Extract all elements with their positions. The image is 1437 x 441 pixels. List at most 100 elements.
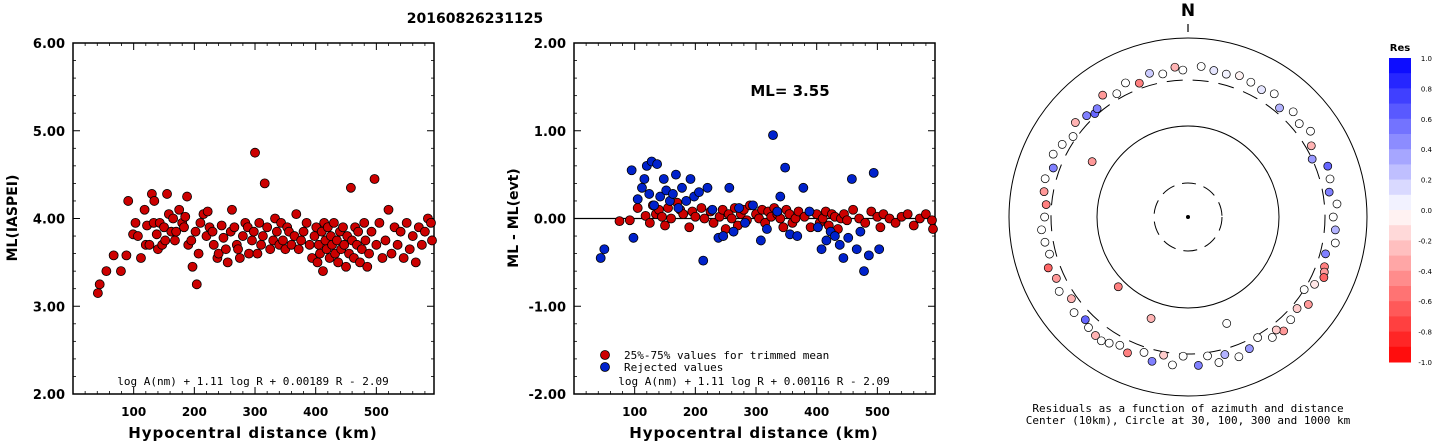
formula-label: log A(nm) + 1.11 log R + 0.00189 R - 2.0… (117, 375, 389, 388)
data-point (416, 239, 427, 250)
data-point (296, 235, 307, 246)
data-point (341, 261, 351, 272)
data-point (216, 220, 227, 231)
colorbar-cell (1389, 103, 1411, 120)
data-point (244, 248, 254, 259)
data-point (108, 250, 119, 261)
trimmed-point (699, 213, 710, 224)
station-point (1246, 77, 1256, 87)
data-point (248, 226, 259, 237)
data-point (271, 226, 282, 237)
trimmed-point (614, 216, 625, 227)
data-point (293, 244, 304, 255)
station-point (1292, 304, 1302, 313)
station-point (1098, 90, 1108, 100)
rejected-point (838, 253, 849, 263)
caption-line-1: Residuals as a function of azimuth and d… (1032, 402, 1343, 415)
rejected-point (792, 231, 803, 241)
data-point (332, 235, 342, 246)
trimmed-point (860, 217, 871, 228)
data-point (383, 204, 394, 215)
station-point (1286, 315, 1296, 325)
trimmed-point (660, 220, 670, 231)
station-point (1045, 249, 1054, 259)
data-point (250, 147, 260, 158)
rejected-point (846, 174, 857, 184)
station-point (1115, 340, 1125, 350)
station-point (1069, 308, 1079, 317)
data-point (133, 231, 143, 241)
rejected-point (734, 203, 744, 213)
data-point (116, 266, 126, 277)
station-point (1041, 200, 1051, 209)
data-point (151, 229, 162, 240)
colorbar-tick-label: 0.0 (1421, 207, 1432, 215)
data-point (371, 239, 382, 250)
station-point (1271, 325, 1281, 335)
data-point (318, 266, 328, 277)
station-point (1168, 360, 1177, 370)
trimmed-point (908, 220, 919, 231)
y-tick-label: 0.00 (534, 213, 566, 228)
station-point (1307, 154, 1317, 164)
data-point (392, 239, 403, 250)
colorbar-tick-label: -0.6 (1418, 298, 1432, 306)
x-tick-label: 200 (683, 405, 708, 419)
data-point (130, 217, 141, 228)
data-point (254, 217, 265, 228)
data-point (160, 235, 171, 246)
colorbar-cell (1389, 270, 1411, 287)
station-point (1245, 344, 1254, 353)
rejected-point (626, 165, 637, 176)
rejected-point (748, 200, 758, 211)
trimmed-point (690, 211, 701, 222)
rejected-point (667, 189, 678, 199)
ring-30km (1153, 182, 1223, 252)
ml-annotation: ML= 3.55 (750, 82, 829, 100)
station-point (1052, 274, 1061, 283)
station-point (1145, 68, 1154, 78)
station-point (1303, 300, 1313, 309)
station-point (1194, 361, 1203, 370)
colorbar-tick-label: -1.0 (1418, 359, 1432, 367)
rejected-point (685, 174, 696, 184)
trimmed-point (726, 213, 737, 224)
station-point (1087, 157, 1097, 167)
rejected-point (755, 235, 766, 246)
x-axis-label: Hypocentral distance (km) (128, 424, 378, 441)
station-point (1092, 104, 1102, 114)
data-point (171, 226, 182, 237)
x-tick-label: 400 (303, 405, 328, 419)
station-point (1299, 285, 1309, 294)
data-point (220, 244, 231, 255)
colorbar-cell (1389, 88, 1411, 105)
station-point (1324, 187, 1334, 197)
station-point (1071, 118, 1080, 127)
colorbar-cell (1389, 58, 1411, 74)
ring-1000km (1008, 37, 1368, 397)
data-point (139, 204, 150, 215)
colorbar-cell (1389, 164, 1411, 181)
station-point (1220, 350, 1230, 359)
rejected-point (718, 231, 729, 241)
station-point (1146, 314, 1156, 323)
data-point (374, 217, 385, 228)
rejected-point (740, 217, 750, 228)
data-point (179, 222, 189, 233)
rejected-point (868, 167, 879, 178)
rejected-point (673, 203, 684, 213)
y-axis-label: ML(IASPEI) (5, 175, 21, 262)
data-point (208, 239, 219, 250)
station-point (1325, 174, 1335, 184)
station-point (1113, 282, 1123, 292)
rejected-point (599, 244, 610, 255)
rejected-point (652, 159, 663, 169)
station-point (1178, 65, 1188, 75)
data-point (410, 257, 421, 268)
station-point (1112, 89, 1122, 99)
data-point (328, 217, 339, 228)
data-point (190, 226, 201, 237)
rejected-point (694, 187, 704, 198)
legend: 25%-75% values for trimmed mean Rejected… (600, 349, 829, 374)
data-point (252, 248, 263, 259)
